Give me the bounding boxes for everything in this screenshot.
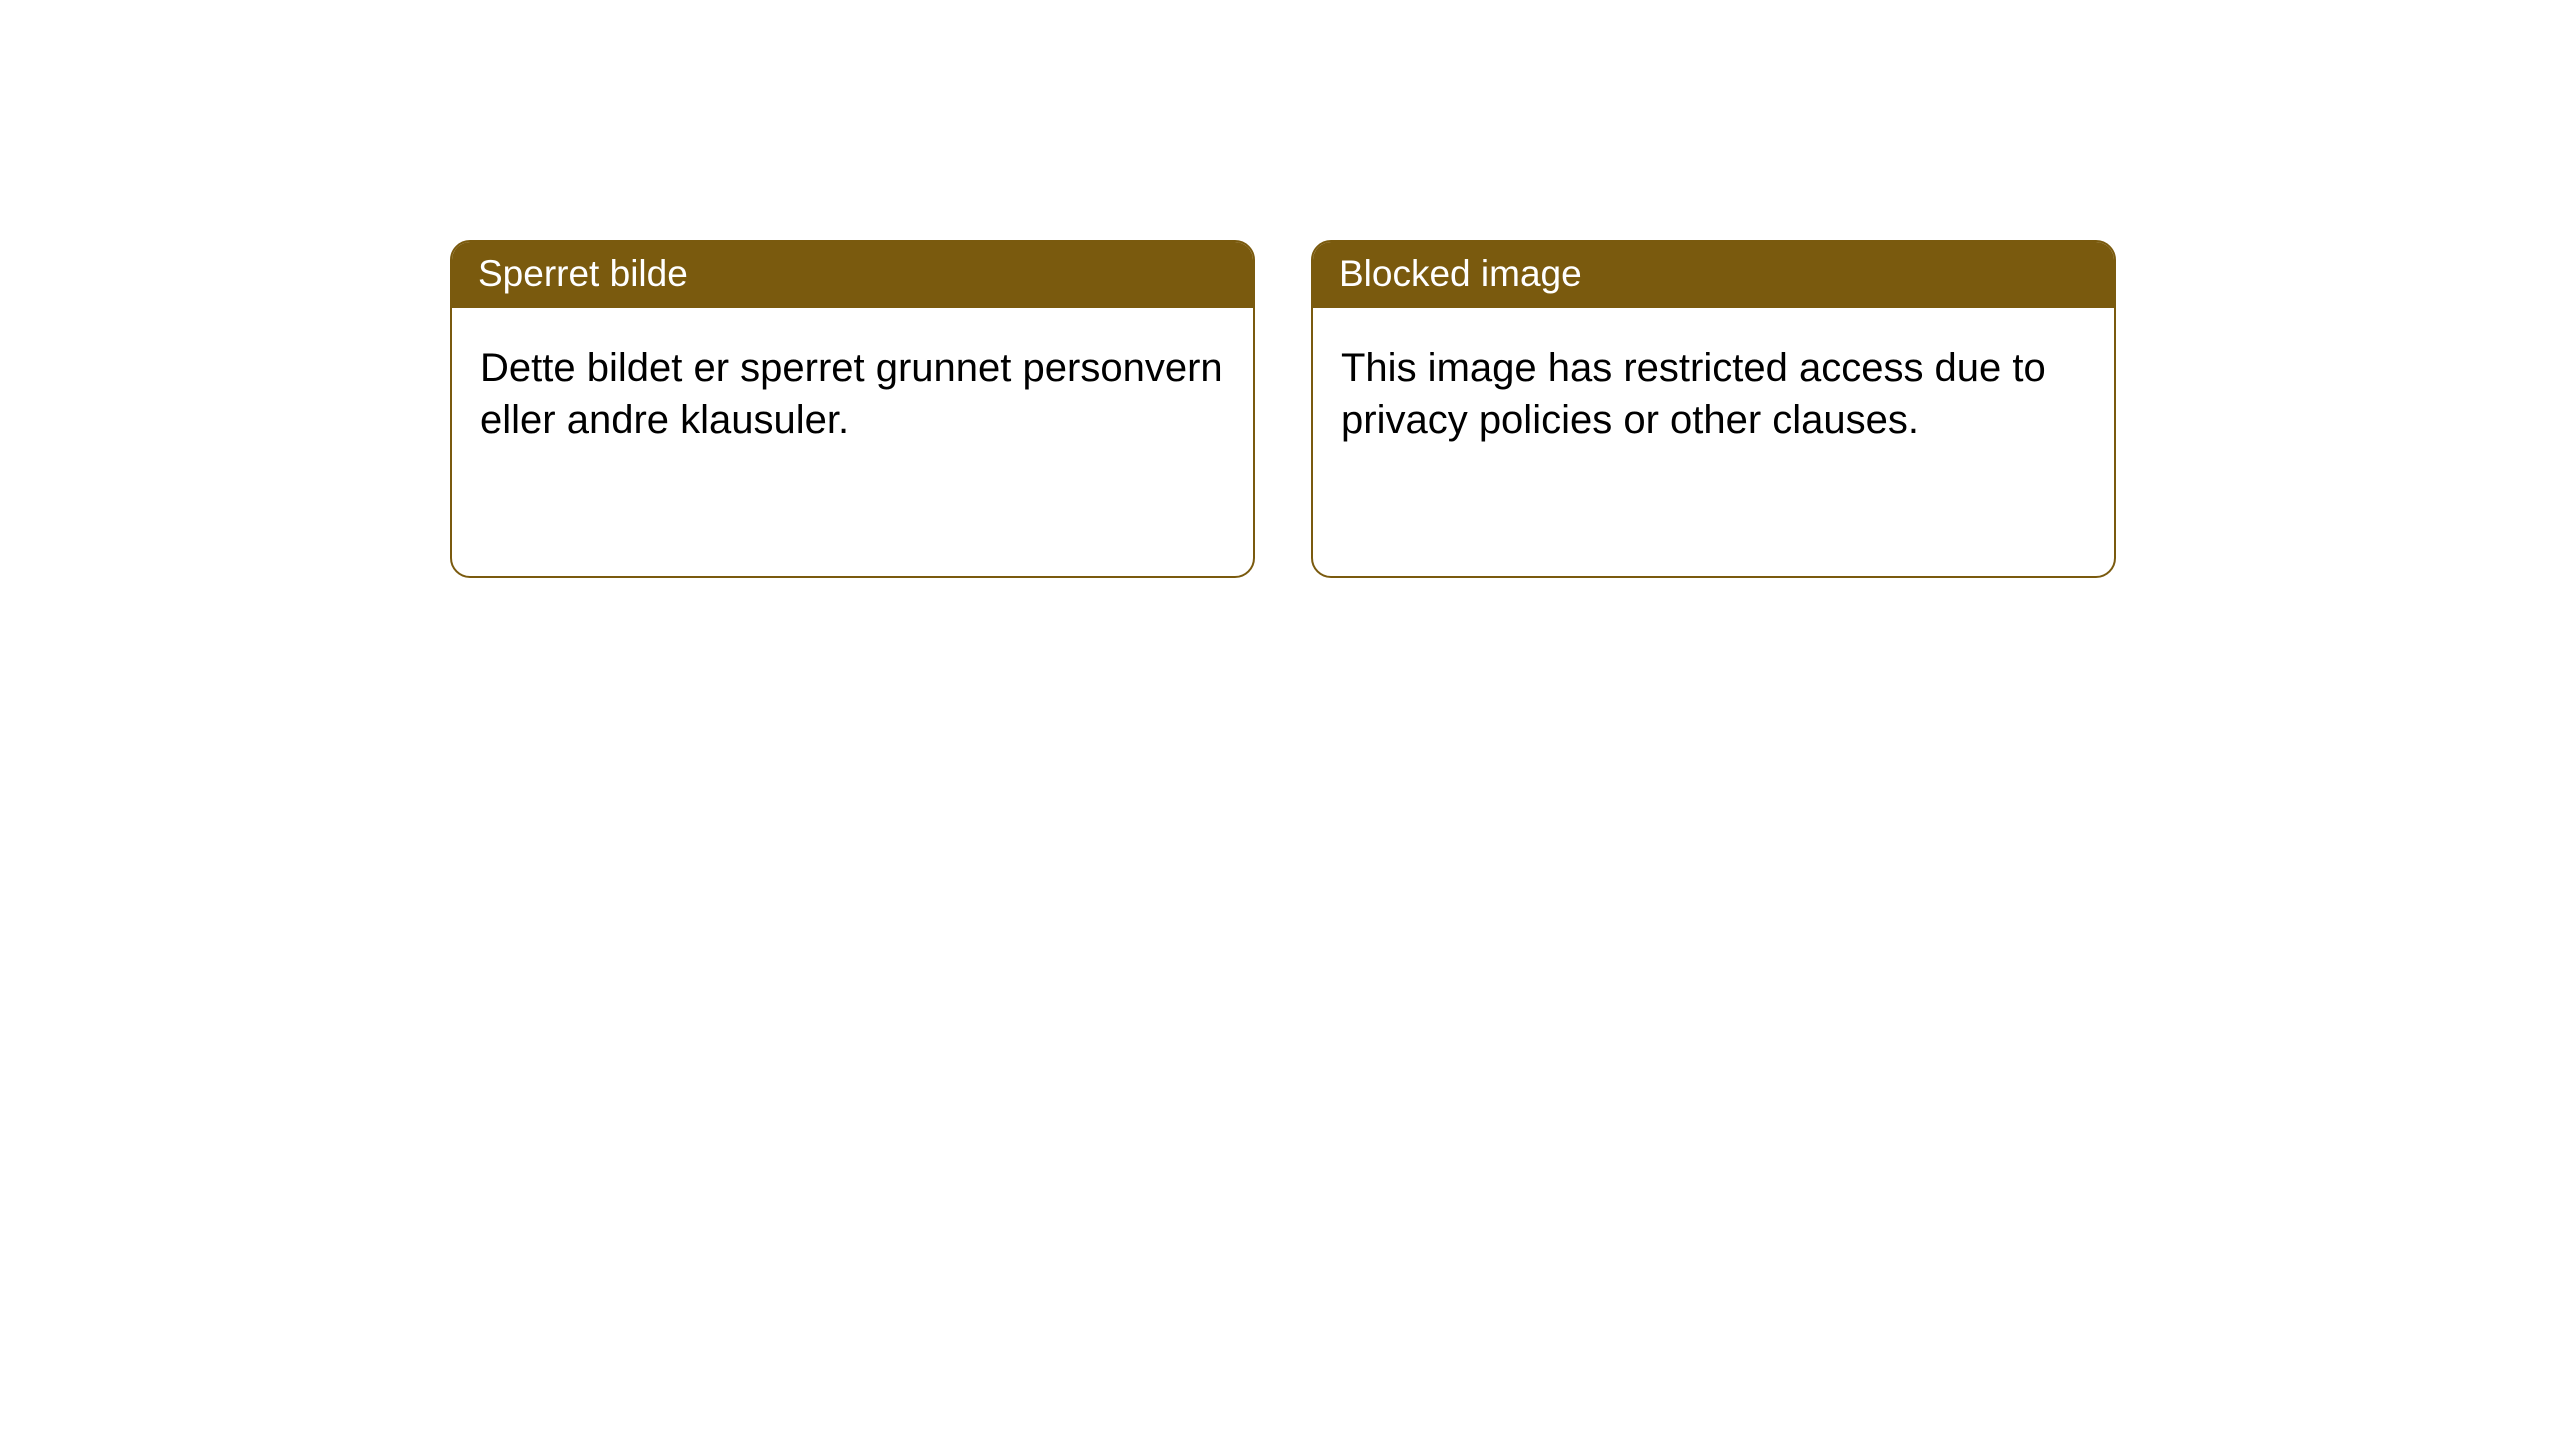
notice-body: Dette bildet er sperret grunnet personve… (452, 308, 1253, 480)
notice-card-norwegian: Sperret bilde Dette bildet er sperret gr… (450, 240, 1255, 578)
notice-body: This image has restricted access due to … (1313, 308, 2114, 480)
notice-header: Sperret bilde (452, 242, 1253, 308)
notice-container: Sperret bilde Dette bildet er sperret gr… (450, 240, 2116, 578)
notice-header: Blocked image (1313, 242, 2114, 308)
notice-card-english: Blocked image This image has restricted … (1311, 240, 2116, 578)
